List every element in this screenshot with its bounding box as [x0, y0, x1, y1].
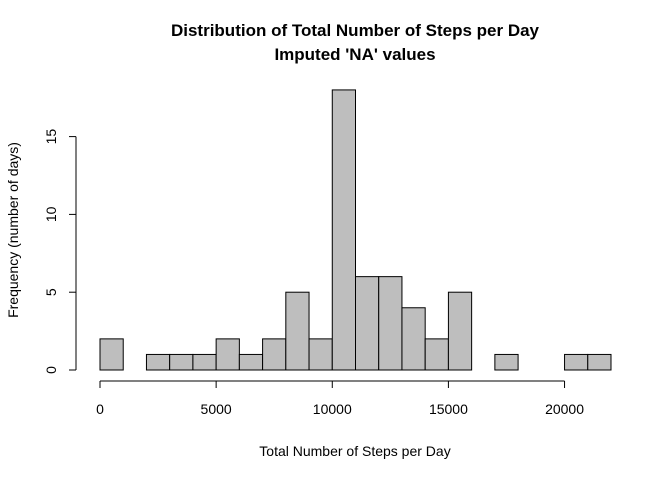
y-tick-label: 10	[43, 206, 59, 222]
histogram-bar	[447, 291, 473, 371]
histogram-bar	[215, 338, 240, 371]
histogram-bar	[587, 353, 612, 371]
histogram-bar	[331, 89, 357, 371]
x-axis-label: Total Number of Steps per Day	[259, 443, 450, 459]
chart-title: Distribution of Total Number of Steps pe…	[171, 21, 540, 40]
y-tick-label: 5	[43, 288, 59, 296]
histogram-bar	[564, 353, 589, 371]
histogram-bar	[99, 338, 124, 371]
x-tick-label: 5000	[201, 401, 232, 417]
histogram-bar	[494, 353, 519, 371]
histogram-bar	[192, 353, 217, 371]
histogram-bar	[238, 353, 264, 371]
bars-group	[99, 89, 612, 371]
y-axis: 0 5 10 15	[43, 129, 77, 374]
y-tick-label: 15	[43, 129, 59, 145]
x-tick-label: 20000	[545, 401, 584, 417]
y-tick-label: 0	[43, 366, 59, 374]
histogram-bar	[355, 276, 380, 371]
histogram-bar	[424, 338, 449, 371]
histogram-bar	[308, 338, 333, 371]
y-axis-label: Frequency (number of days)	[5, 142, 21, 318]
histogram-bar	[262, 338, 287, 371]
histogram-bar	[401, 307, 426, 371]
histogram-bar	[285, 291, 310, 371]
histogram-bar	[169, 353, 194, 371]
x-tick-label: 15000	[429, 401, 468, 417]
x-tick-label: 10000	[313, 401, 352, 417]
chart-subtitle: Imputed 'NA' values	[274, 45, 435, 64]
histogram-bar	[378, 276, 403, 371]
x-tick-label: 0	[96, 401, 104, 417]
x-axis: 0 5000 10000 15000 20000	[96, 380, 584, 417]
histogram-bar	[145, 353, 171, 371]
